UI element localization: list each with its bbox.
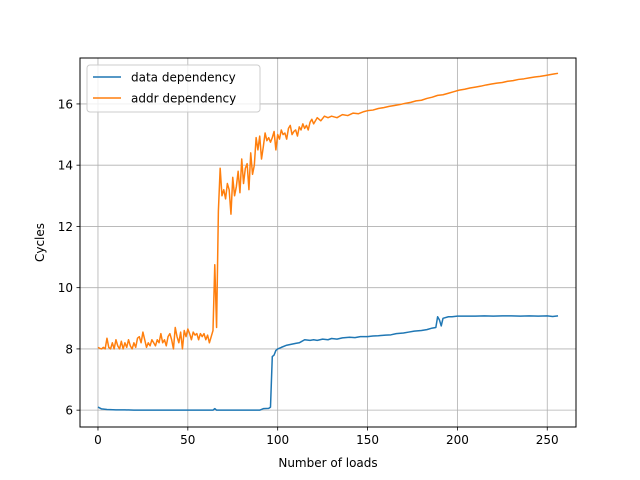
y-tick-label: 6: [65, 404, 73, 418]
x-tick-label: 200: [446, 433, 469, 447]
legend-label: addr dependency: [131, 92, 236, 106]
series-line-0: [97, 315, 559, 411]
grid: [80, 58, 576, 427]
x-tick-label: 0: [94, 433, 102, 447]
x-tick-label: 250: [536, 433, 559, 447]
series-line-1: [97, 72, 559, 350]
y-axis: 6 8 10 12 14 16: [58, 97, 80, 418]
legend: data dependency addr dependency: [86, 64, 261, 113]
x-axis-label: Number of loads: [278, 456, 377, 470]
x-tick-label: 150: [356, 433, 379, 447]
y-tick-label: 8: [65, 342, 73, 356]
series-lines: [97, 72, 559, 411]
legend-box: [86, 64, 261, 113]
y-tick-label: 10: [58, 281, 73, 295]
legend-label: data dependency: [131, 71, 236, 85]
y-tick-label: 16: [58, 97, 73, 111]
x-tick-label: 50: [180, 433, 195, 447]
plot-frame: [79, 57, 577, 428]
y-tick-label: 12: [58, 220, 73, 234]
x-axis: 0 50 100 150 200 250: [94, 427, 559, 447]
y-axis-label: Cycles: [33, 223, 47, 262]
x-tick-label: 100: [266, 433, 289, 447]
y-tick-label: 14: [58, 159, 73, 173]
